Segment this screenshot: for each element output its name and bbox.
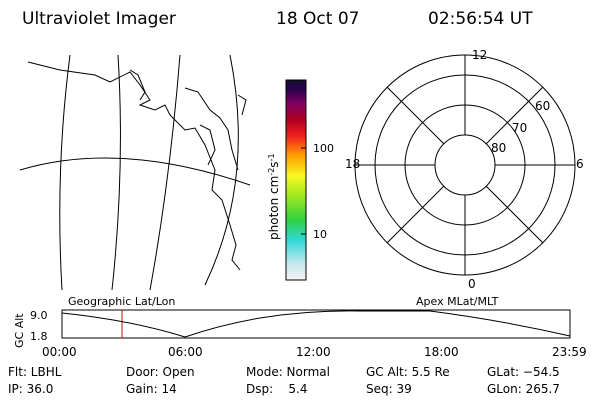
x-tick-label: 18:00 [424, 345, 459, 359]
colorbar-tick-label: 10 [313, 228, 327, 241]
status-field: Door: Open [126, 365, 195, 379]
status-field: Gain: 14 [126, 382, 177, 396]
status-field: GC Alt: 5.5 Re [366, 365, 450, 379]
x-tick-label: 23:59 [552, 345, 587, 359]
status-field: IP: 36.0 [8, 382, 53, 396]
ring-label: 80 [491, 141, 506, 155]
hour-label: 0 [468, 277, 476, 291]
y-tick-label: 9.0 [30, 309, 48, 322]
x-tick-label: 00:00 [42, 345, 77, 359]
status-panel: Flt: LBHL Door: Open Mode: Normal GC Alt: 5… [8, 365, 560, 396]
hour-label: 6 [576, 157, 584, 171]
polar-plot: 12 6 0 18 60 70 80 [345, 48, 584, 291]
status-field: GLon: 265.7 [487, 382, 560, 396]
status-field: Flt: LBHL [8, 365, 62, 379]
left-label: Geographic Lat/Lon [68, 295, 175, 308]
hour-label: 18 [345, 157, 360, 171]
x-tick-label: 06:00 [168, 345, 203, 359]
altitude-plot: Geographic Lat/Lon Apex MLat/MLT GC Alt … [13, 295, 587, 359]
label-part: photon cm [267, 176, 281, 240]
ring-label: 60 [535, 99, 550, 113]
status-field: Dsp: 5.4 [246, 382, 308, 396]
header: Ultraviolet Imager 18 Oct 07 02:56:54 UT [22, 9, 533, 29]
x-tick-label: 12:00 [296, 345, 331, 359]
label-sup: -1 [267, 153, 276, 161]
time: 02:56:54 UT [428, 9, 533, 29]
colorbar-tick-label: 100 [313, 142, 334, 155]
hour-label: 12 [472, 48, 487, 62]
right-label: Apex MLat/MLT [416, 295, 499, 308]
status-field: Mode: Normal [246, 365, 330, 379]
colorbar [285, 79, 307, 281]
y-label: GC Alt [13, 313, 26, 348]
ring-label: 70 [512, 121, 527, 135]
label-part: s [267, 161, 281, 167]
map [19, 54, 251, 291]
title: Ultraviolet Imager [22, 9, 176, 29]
colorbar-label: photon cm-2s-1 [267, 153, 281, 240]
status-field: GLat: −54.5 [487, 365, 560, 379]
label-sup: -2 [267, 168, 276, 176]
y-tick-label: 1.8 [30, 330, 48, 343]
date: 18 Oct 07 [276, 9, 359, 29]
status-field: Seq: 39 [366, 382, 412, 396]
